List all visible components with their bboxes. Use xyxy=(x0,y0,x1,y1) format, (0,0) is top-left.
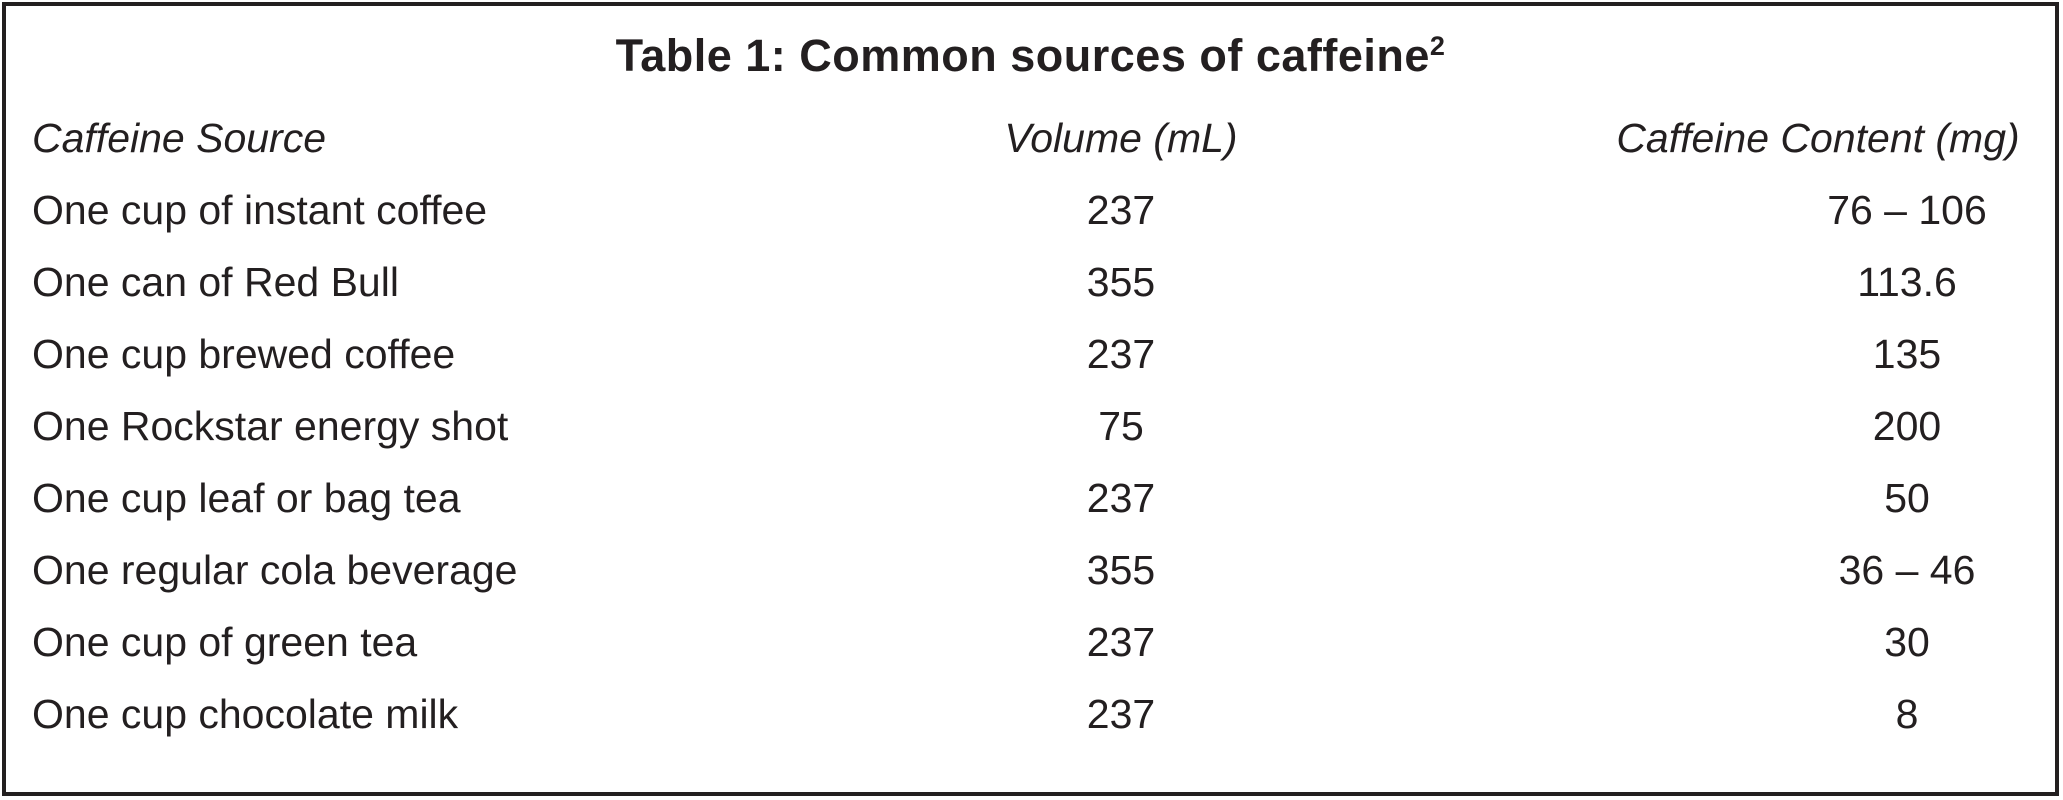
table-row: One cup of instant coffee 237 76 – 106 xyxy=(6,174,2055,246)
cell-caffeine: 113.6 xyxy=(1857,258,1957,305)
cell-volume: 355 xyxy=(1086,546,1156,593)
cell-volume: 237 xyxy=(1086,618,1156,665)
column-header-volume: Volume (mL) xyxy=(1004,114,1238,161)
table-row: One cup chocolate milk 237 8 xyxy=(6,678,2055,750)
cell-caffeine: 200 xyxy=(1872,402,1942,449)
cell-volume: 237 xyxy=(1086,474,1156,521)
table-row: One regular cola beverage 355 36 – 46 xyxy=(6,534,2055,606)
cell-caffeine: 50 xyxy=(1884,474,1930,521)
column-header-caffeine-content: Caffeine Content (mg) xyxy=(1616,114,2020,161)
data-table: Caffeine Source Volume (mL) Caffeine Con… xyxy=(6,102,2055,750)
table-title-footnote-superscript: 2 xyxy=(1429,31,1446,61)
table-header-row: Caffeine Source Volume (mL) Caffeine Con… xyxy=(6,102,2055,174)
cell-volume: 75 xyxy=(1098,402,1144,449)
cell-volume: 355 xyxy=(1086,258,1156,305)
column-header-caffeine-source: Caffeine Source xyxy=(32,114,327,161)
cell-caffeine: 30 xyxy=(1884,618,1930,665)
cell-source: One regular cola beverage xyxy=(32,546,518,593)
cell-source: One cup chocolate milk xyxy=(32,690,459,737)
cell-source: One can of Red Bull xyxy=(32,258,399,305)
table-row: One cup leaf or bag tea 237 50 xyxy=(6,462,2055,534)
table-row: One Rockstar energy shot 75 200 xyxy=(6,390,2055,462)
cell-volume: 237 xyxy=(1086,330,1156,377)
cell-volume: 237 xyxy=(1086,186,1156,233)
table-title-text: Table 1: Common sources of caffeine xyxy=(615,30,1430,81)
cell-caffeine: 76 – 106 xyxy=(1827,186,1987,233)
cell-volume: 237 xyxy=(1086,690,1156,737)
table-title: Table 1: Common sources of caffeine2 xyxy=(6,32,2055,80)
table-row: One cup brewed coffee 237 135 xyxy=(6,318,2055,390)
cell-source: One cup leaf or bag tea xyxy=(32,474,461,521)
cell-source: One cup of instant coffee xyxy=(32,186,488,233)
cell-caffeine: 8 xyxy=(1895,690,1919,737)
table-row: One can of Red Bull 355 113.6 xyxy=(6,246,2055,318)
cell-caffeine: 135 xyxy=(1872,330,1942,377)
cell-source: One cup of green tea xyxy=(32,618,418,665)
cell-source: One cup brewed coffee xyxy=(32,330,456,377)
table-row: One cup of green tea 237 30 xyxy=(6,606,2055,678)
cell-caffeine: 36 – 46 xyxy=(1838,546,1976,593)
cell-source: One Rockstar energy shot xyxy=(32,402,509,449)
